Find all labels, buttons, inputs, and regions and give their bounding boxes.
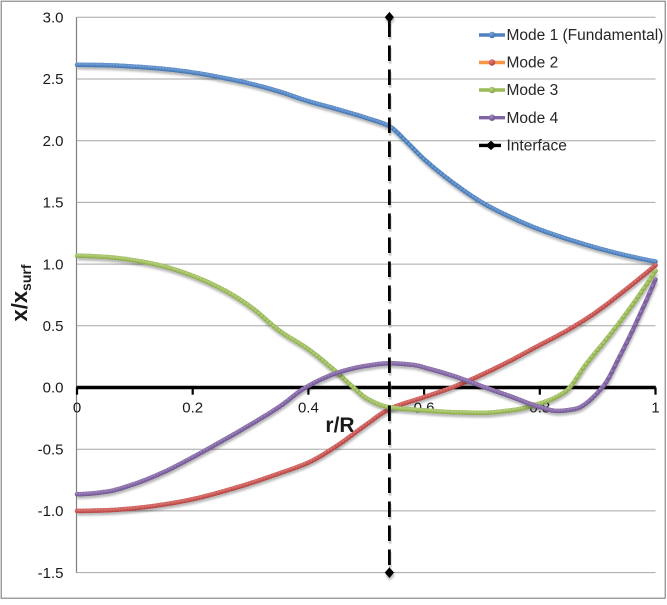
- svg-text:Mode 2: Mode 2: [507, 55, 559, 72]
- svg-text:Interface: Interface: [507, 138, 567, 155]
- svg-text:3.0: 3.0: [43, 10, 64, 27]
- svg-text:1.5: 1.5: [43, 195, 64, 212]
- svg-text:0.2: 0.2: [182, 400, 203, 417]
- svg-text:0.4: 0.4: [298, 400, 319, 417]
- svg-text:Mode 3: Mode 3: [507, 82, 559, 99]
- svg-text:0: 0: [73, 400, 81, 417]
- svg-text:1.0: 1.0: [43, 256, 64, 273]
- svg-text:0.5: 0.5: [43, 318, 64, 335]
- svg-text:Mode 4: Mode 4: [507, 110, 559, 127]
- svg-text:-1.5: -1.5: [38, 565, 64, 582]
- svg-text:-0.5: -0.5: [38, 441, 64, 458]
- svg-text:0.0: 0.0: [43, 380, 64, 397]
- svg-text:-1.0: -1.0: [38, 503, 64, 520]
- svg-text:1: 1: [651, 400, 659, 417]
- svg-text:Mode 1 (Fundamental): Mode 1 (Fundamental): [507, 27, 664, 44]
- svg-text:2.0: 2.0: [43, 133, 64, 150]
- svg-text:r/R: r/R: [325, 414, 354, 437]
- svg-text:2.5: 2.5: [43, 71, 64, 88]
